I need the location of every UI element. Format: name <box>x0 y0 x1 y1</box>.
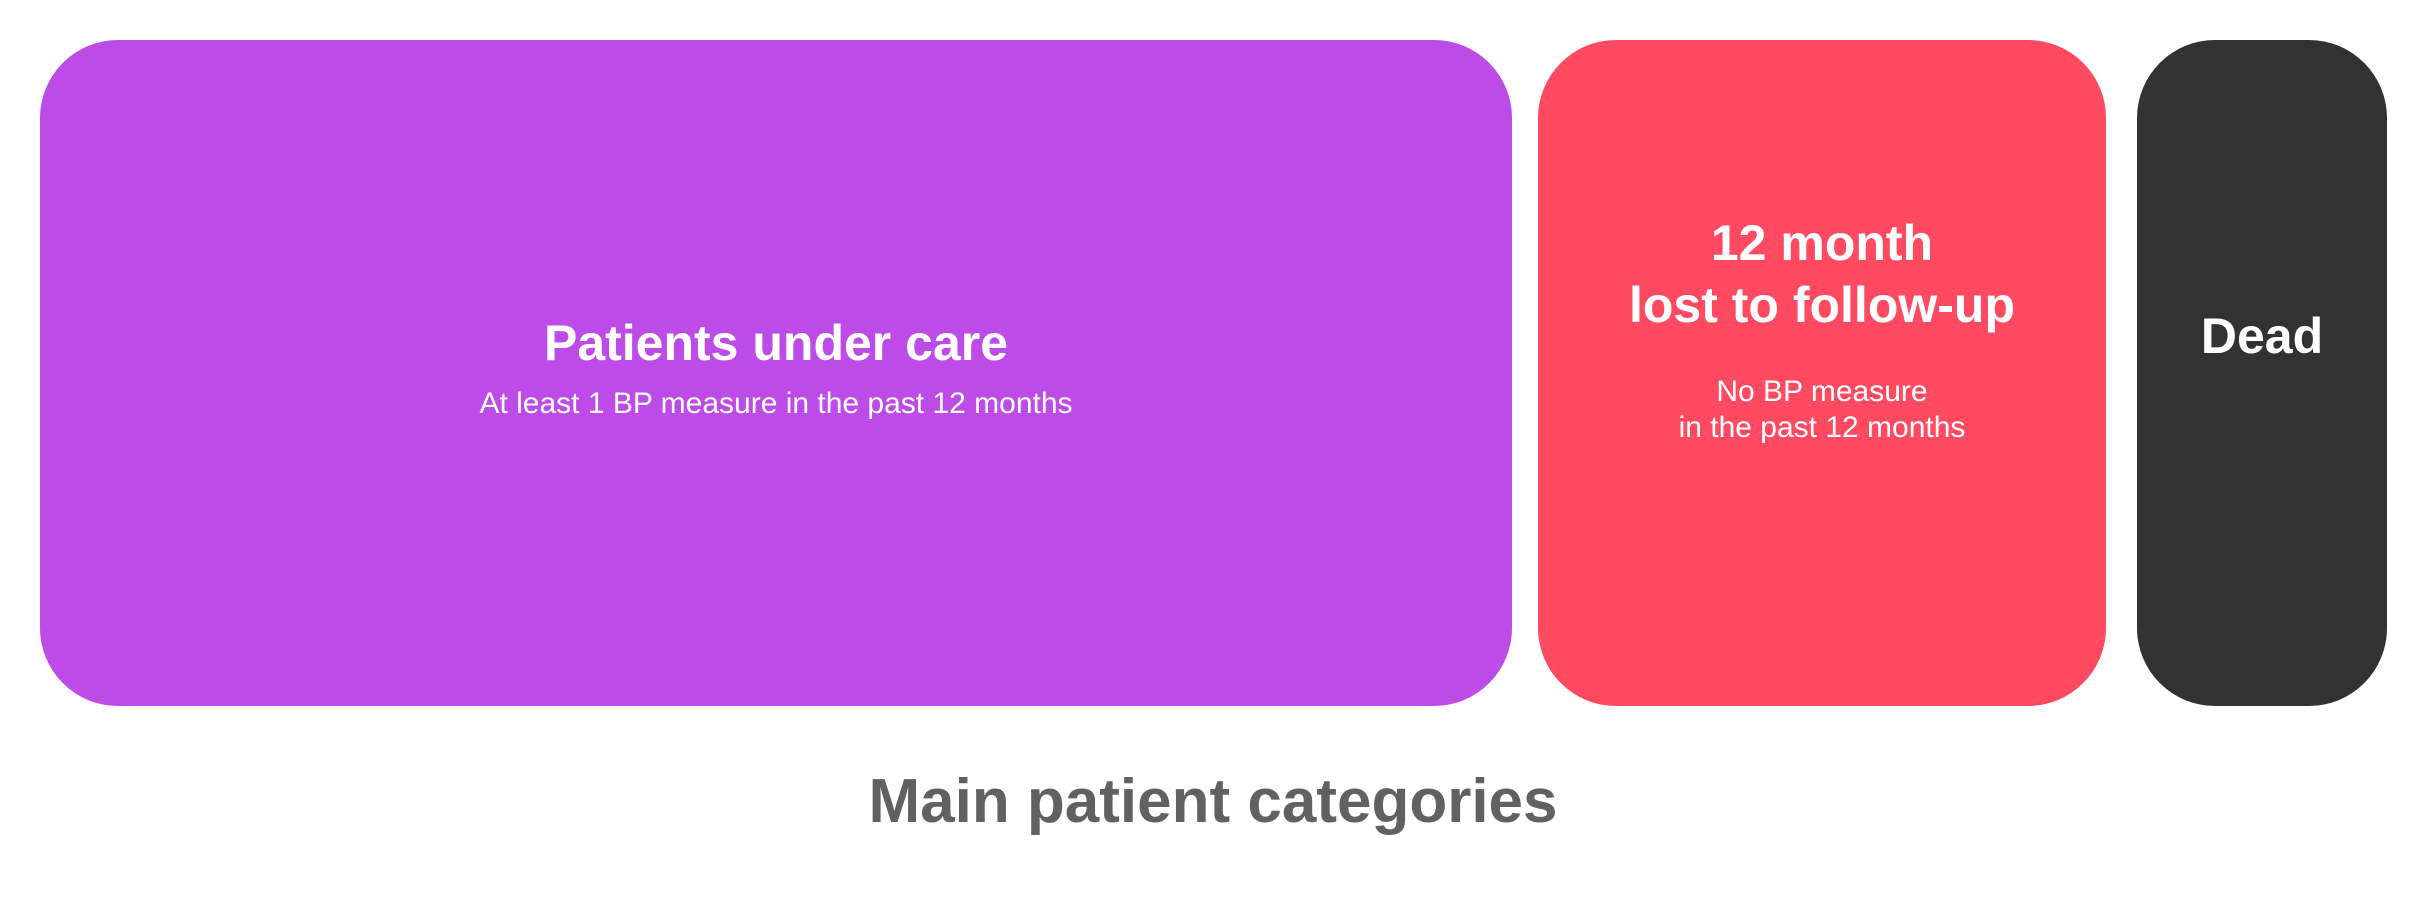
category-card-lost-to-follow-up: 12 month lost to follow-up No BP measure… <box>1538 40 2106 706</box>
diagram-caption: Main patient categories <box>868 767 1558 836</box>
category-title: Dead <box>2201 305 2323 367</box>
category-title-line: 12 month <box>1710 215 1934 271</box>
category-title: 12 month lost to follow-up <box>1629 212 2015 336</box>
category-card-patients-under-care: Patients under care At least 1 BP measur… <box>40 40 1512 706</box>
category-title-line: lost to follow-up <box>1628 277 2015 333</box>
category-title-line: Patients under care <box>543 315 1009 371</box>
category-title-line: Dead <box>2200 308 2324 364</box>
category-title: Patients under care <box>544 312 1008 374</box>
category-description: At least 1 BP measure in the past 12 mon… <box>479 386 1072 422</box>
category-description-line: in the past 12 months <box>1678 411 1966 444</box>
category-card-dead: Dead <box>2137 40 2387 706</box>
category-description-line: No BP measure <box>1716 375 1928 408</box>
category-description: No BP measure in the past 12 months <box>1679 374 1966 446</box>
category-description-line: At least 1 BP measure in the past 12 mon… <box>479 387 1073 420</box>
